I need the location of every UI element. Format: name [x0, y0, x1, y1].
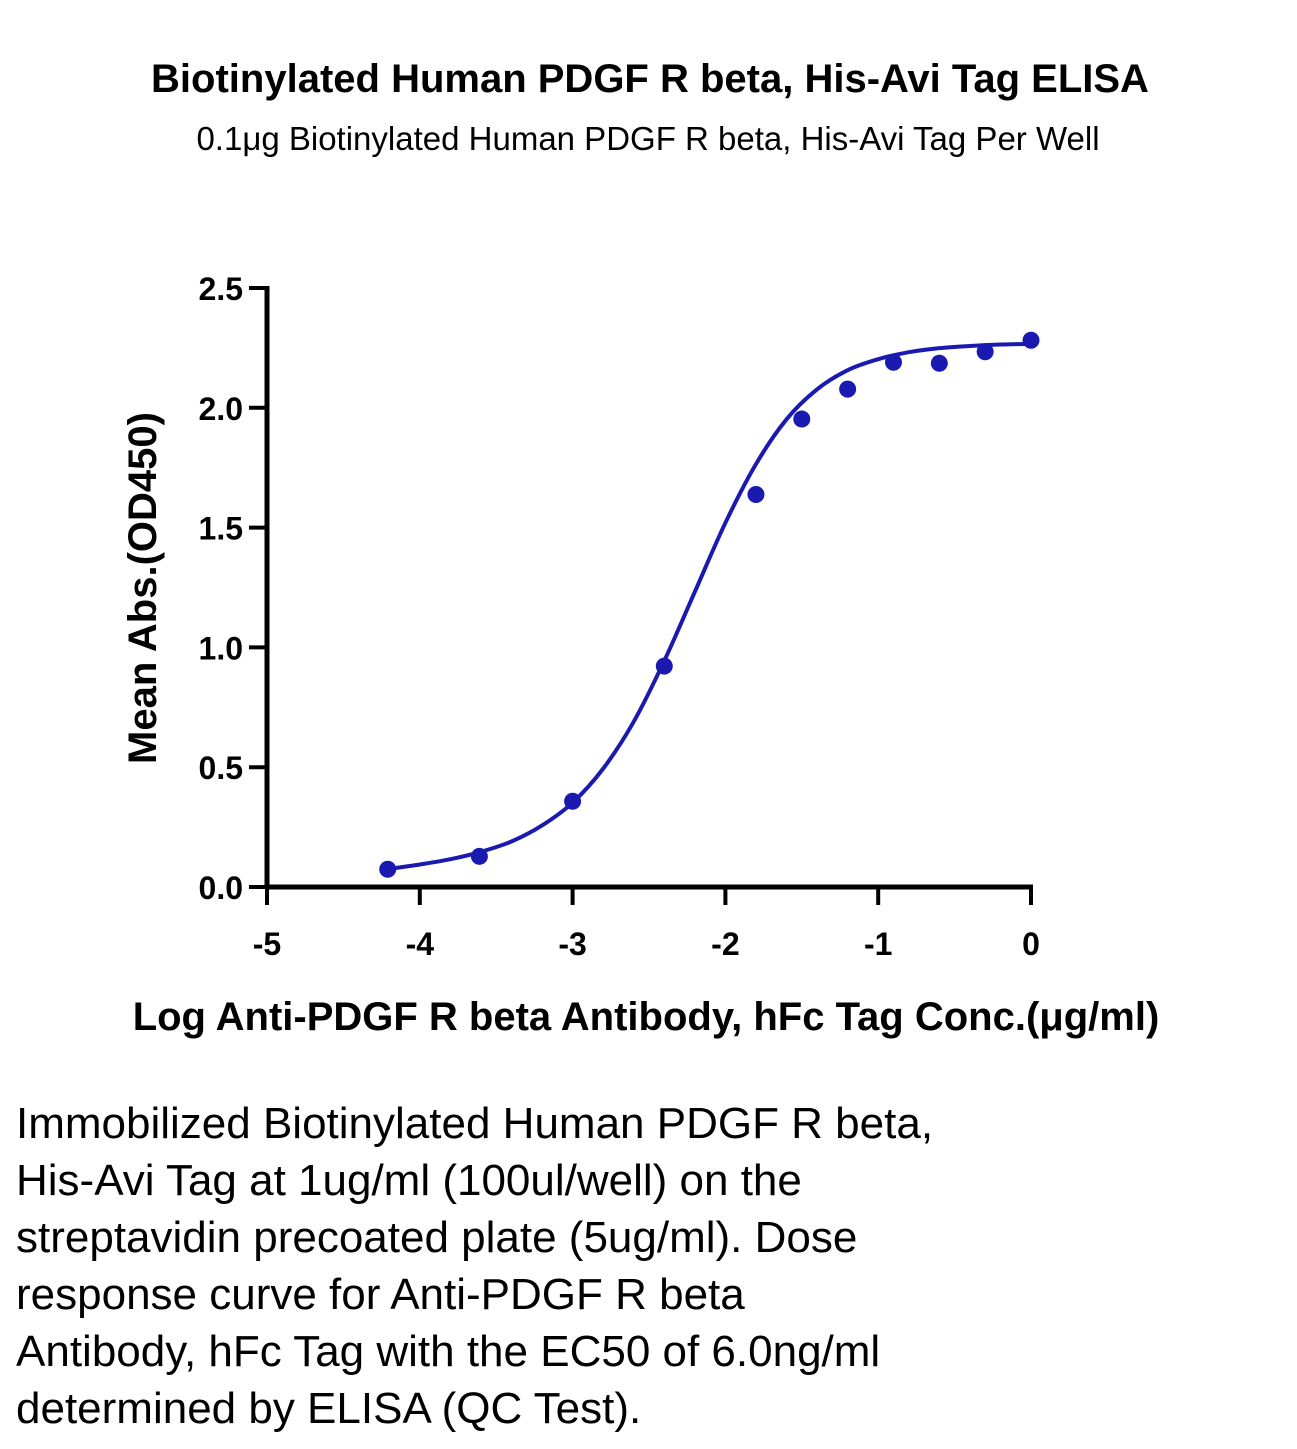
- caption-line: streptavidin precoated plate (5ug/ml). D…: [16, 1213, 858, 1262]
- data-point: [564, 792, 582, 810]
- y-axis-label: Mean Abs.(OD450): [121, 412, 165, 764]
- x-tick-label: 0: [1022, 926, 1040, 962]
- caption-line: response curve for Anti-PDGF R beta: [16, 1270, 745, 1319]
- y-tick-label: 2.5: [199, 271, 243, 307]
- data-point: [930, 354, 948, 372]
- x-axis-label: Log Anti-PDGF R beta Antibody, hFc Tag C…: [133, 995, 1160, 1039]
- elisa-chart: Biotinylated Human PDGF R beta, His-Avi …: [121, 57, 1160, 1039]
- x-tick-label: -1: [864, 926, 892, 962]
- y-tick-label: 1.5: [199, 511, 243, 547]
- y-tick-label: 0.5: [199, 750, 243, 786]
- y-tick-label: 0.0: [199, 870, 243, 906]
- x-tick-label: -2: [711, 926, 739, 962]
- data-point: [793, 410, 811, 428]
- plot-area: [379, 331, 1040, 878]
- caption-line: His-Avi Tag at 1ug/ml (100ul/well) on th…: [16, 1156, 802, 1205]
- caption-line: Antibody, hFc Tag with the EC50 of 6.0ng…: [16, 1327, 881, 1376]
- y-axis: 0.0 0.5 1.0 1.5 2.0 2.5: [199, 271, 270, 906]
- y-tick-label: 1.0: [199, 630, 243, 666]
- x-tick-label: -4: [406, 926, 435, 962]
- chart-subtitle: 0.1μg Biotinylated Human PDGF R beta, Hi…: [196, 120, 1099, 157]
- data-point: [1022, 331, 1040, 349]
- caption-line: Immobilized Biotinylated Human PDGF R be…: [16, 1099, 934, 1148]
- data-point: [976, 343, 994, 361]
- data-point: [747, 486, 765, 504]
- x-axis: -5 -4 -3 -2 -1 0: [253, 884, 1040, 962]
- data-point: [655, 657, 673, 675]
- data-point: [839, 380, 857, 398]
- data-point: [884, 353, 902, 371]
- data-point: [379, 860, 397, 878]
- y-tick-label: 2.0: [199, 391, 243, 427]
- data-point: [470, 847, 488, 865]
- figure-caption: Immobilized Biotinylated Human PDGF R be…: [16, 1095, 1276, 1437]
- x-tick-label: -5: [253, 926, 281, 962]
- chart-title: Biotinylated Human PDGF R beta, His-Avi …: [151, 57, 1149, 101]
- x-tick-label: -3: [558, 926, 586, 962]
- fit-curve-line: [385, 341, 1033, 872]
- caption-line: determined by ELISA (QC Test).: [16, 1384, 642, 1433]
